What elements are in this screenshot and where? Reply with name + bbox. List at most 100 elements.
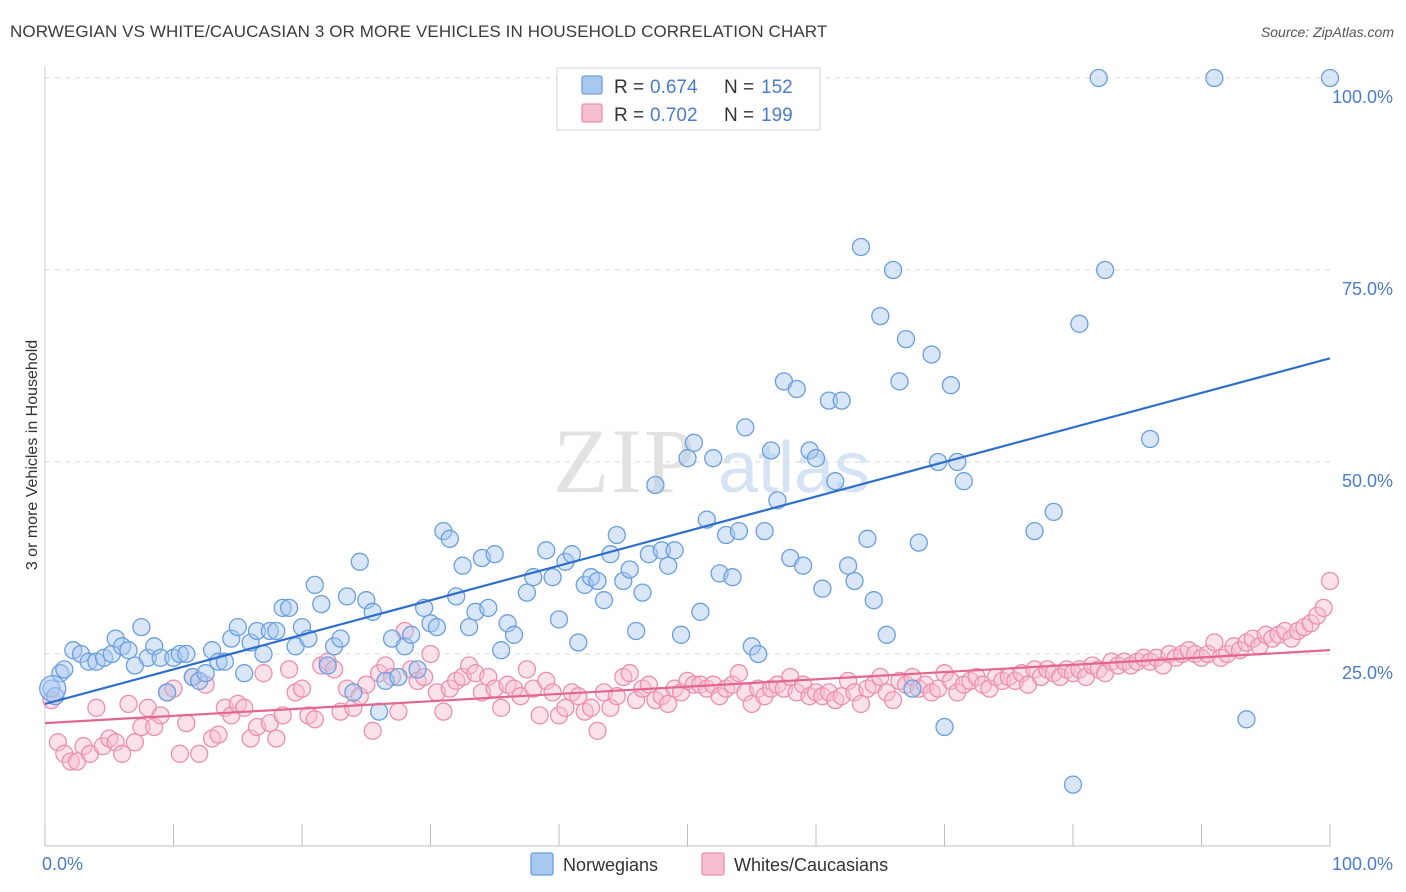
data-point	[883, 690, 903, 710]
data-point	[588, 571, 607, 591]
data-point	[222, 629, 241, 648]
legend-n-value: 199	[761, 105, 793, 126]
data-point	[177, 713, 196, 733]
data-point	[883, 260, 903, 280]
data-point	[254, 664, 273, 683]
data-point	[498, 614, 517, 633]
bottom-legend-swatch-whites	[701, 852, 725, 876]
data-point	[787, 379, 806, 399]
data-point	[530, 706, 549, 725]
data-point	[569, 633, 588, 652]
data-point	[228, 617, 247, 637]
data-point	[273, 598, 292, 618]
data-point	[1205, 633, 1224, 652]
chart-title: NORWEGIAN VS WHITE/CAUCASIAN 3 OR MORE V…	[10, 22, 828, 41]
data-point	[755, 521, 774, 541]
data-point	[1320, 68, 1340, 88]
data-point	[1275, 621, 1295, 641]
data-point	[504, 625, 524, 644]
data-point	[254, 644, 273, 664]
data-point	[305, 575, 324, 595]
data-point	[119, 641, 138, 660]
data-point	[55, 660, 74, 679]
data-point	[896, 329, 916, 349]
data-point	[549, 610, 569, 629]
data-point	[305, 710, 324, 729]
data-point	[145, 717, 164, 737]
bottom-legend-label-norwegians: Norwegians	[563, 855, 658, 875]
data-point	[723, 568, 742, 587]
data-point	[138, 648, 157, 667]
data-point	[170, 744, 190, 763]
legend-n-label: N =	[724, 105, 754, 126]
data-point	[235, 664, 254, 683]
data-point	[369, 702, 389, 721]
data-point	[826, 472, 845, 491]
data-point	[851, 237, 871, 257]
data-point	[357, 591, 376, 610]
data-point	[344, 683, 363, 702]
data-point	[646, 475, 665, 495]
data-point	[652, 541, 671, 560]
data-point	[337, 587, 357, 606]
bottom-legend-swatch-norwegians	[530, 852, 554, 876]
data-point	[691, 602, 710, 621]
data-point	[922, 345, 941, 364]
data-point	[492, 641, 511, 660]
data-point	[132, 617, 151, 637]
data-point	[517, 660, 537, 679]
data-point	[408, 660, 427, 679]
data-point	[427, 617, 447, 637]
y-tick-labels: 25.0% 50.0% 75.0% 100.0%	[1332, 87, 1393, 683]
data-point	[459, 617, 479, 637]
data-point	[729, 521, 749, 541]
data-point	[331, 629, 350, 648]
data-point	[170, 644, 190, 664]
data-point	[633, 583, 652, 602]
data-point	[292, 679, 312, 698]
data-point	[389, 702, 408, 721]
data-point	[447, 587, 466, 606]
series-norwegians	[39, 68, 1340, 794]
legend-swatch-norwegians	[581, 75, 603, 95]
data-point	[241, 729, 260, 748]
trendline-norwegians	[44, 357, 1331, 705]
data-point	[61, 752, 80, 771]
data-point	[1063, 775, 1083, 794]
data-point	[87, 698, 106, 717]
data-point	[871, 306, 890, 326]
trendlines	[44, 357, 1331, 725]
data-point	[761, 441, 781, 460]
data-point	[260, 621, 280, 641]
data-point	[517, 583, 537, 602]
data-point	[1044, 502, 1063, 522]
data-point	[614, 571, 633, 591]
data-point	[626, 621, 646, 641]
data-point	[909, 533, 928, 552]
legend-r-value: 0.674	[650, 77, 698, 98]
legend-r-value: 0.702	[650, 105, 698, 126]
data-point	[389, 667, 408, 687]
data-point	[659, 694, 678, 714]
data-point	[537, 671, 556, 691]
data-point	[543, 568, 562, 587]
data-point	[421, 644, 440, 664]
data-point	[344, 698, 363, 717]
data-point	[177, 644, 196, 664]
data-point	[1314, 598, 1333, 618]
data-point	[665, 541, 684, 560]
data-point	[729, 664, 749, 683]
data-point	[659, 556, 678, 575]
data-point	[1320, 571, 1340, 591]
data-point	[736, 418, 755, 437]
trendline-whites	[44, 649, 1331, 725]
data-point	[838, 556, 858, 575]
data-point	[845, 571, 864, 591]
data-point	[858, 529, 877, 548]
data-point	[395, 637, 414, 656]
data-point	[806, 449, 826, 468]
data-point	[453, 556, 472, 575]
data-point	[267, 729, 286, 748]
watermark: ZIP atlas	[553, 410, 870, 512]
